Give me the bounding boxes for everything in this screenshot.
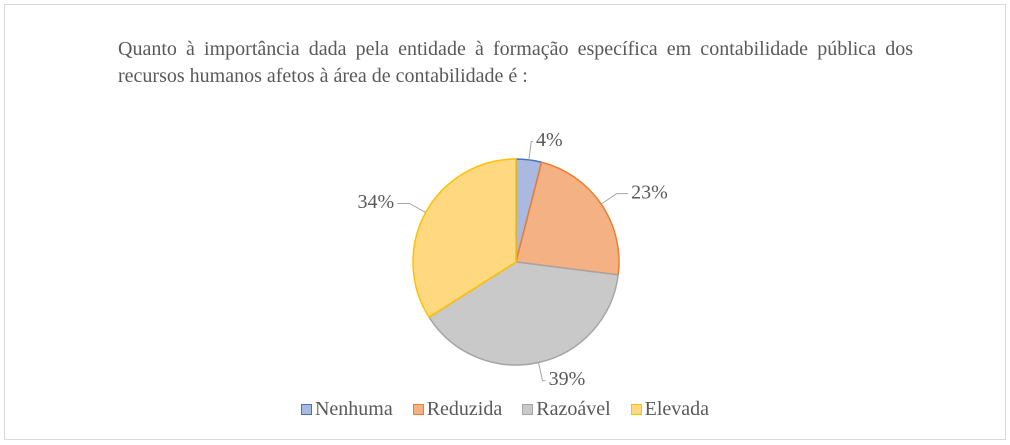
legend-swatch [522,404,534,415]
chart-title: Quanto à importância dada pela entidade … [118,38,913,87]
leader-line [397,202,426,213]
leader-line [537,362,546,382]
data-label: 39% [549,368,586,390]
legend-swatch [630,404,642,415]
legend-swatch [412,404,424,415]
legend-label: Nenhuma [314,398,393,420]
legend-swatch [300,404,312,415]
legend-item: Elevada [630,398,710,421]
pie-slice [412,158,517,319]
data-label: 34% [358,191,395,213]
data-label: 23% [631,181,668,203]
legend-label: Razoável [536,398,611,420]
chart-frame [4,4,1006,440]
leader-line [600,193,629,205]
leader-line [528,140,533,160]
data-label: 4% [536,129,563,151]
legend-item: Reduzida [412,398,503,421]
legend-item: Razoável [522,398,611,421]
legend-label: Elevada [644,398,710,420]
legend-item: Nenhuma [300,398,393,421]
legend-label: Reduzida [426,398,503,420]
legend: Nenhuma Reduzida Razoável Elevada [0,398,1010,421]
